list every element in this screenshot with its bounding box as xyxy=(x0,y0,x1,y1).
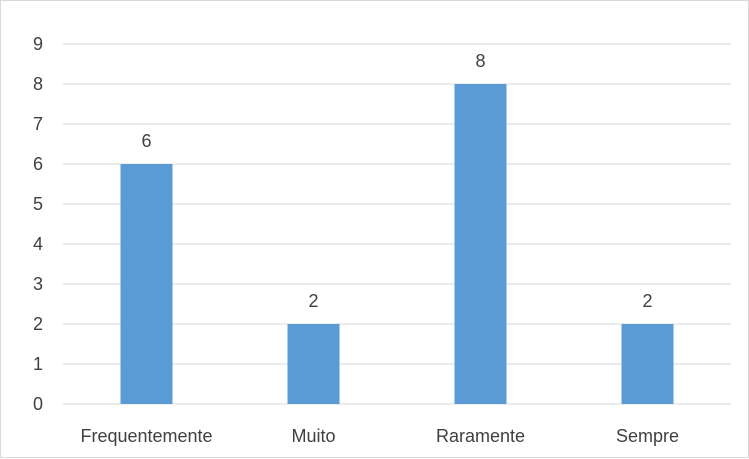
y-tick-label-1: 1 xyxy=(33,354,43,374)
data-labels: 6 2 8 2 xyxy=(141,51,652,311)
y-tick-label-6: 6 xyxy=(33,154,43,174)
y-tick-label-4: 4 xyxy=(33,234,43,254)
x-category-label-raramente: Raramente xyxy=(436,426,525,446)
y-tick-label-3: 3 xyxy=(33,274,43,294)
x-category-label-muito: Muito xyxy=(291,426,335,446)
bar-sempre xyxy=(621,324,674,404)
data-label-frequentemente: 6 xyxy=(141,131,151,151)
x-category-label-sempre: Sempre xyxy=(616,426,679,446)
x-axis-category-labels: Frequentemente Muito Raramente Sempre xyxy=(80,426,679,446)
y-tick-label-9: 9 xyxy=(33,34,43,54)
y-tick-label-2: 2 xyxy=(33,314,43,334)
y-tick-label-0: 0 xyxy=(33,394,43,414)
bar-muito xyxy=(287,324,340,404)
y-tick-label-8: 8 xyxy=(33,74,43,94)
gridlines xyxy=(63,43,731,405)
y-tick-label-5: 5 xyxy=(33,194,43,214)
data-label-muito: 2 xyxy=(308,291,318,311)
bar-raramente xyxy=(454,84,507,404)
x-category-label-frequentemente: Frequentemente xyxy=(80,426,212,446)
data-label-sempre: 2 xyxy=(642,291,652,311)
data-label-raramente: 8 xyxy=(475,51,485,71)
bars xyxy=(120,84,674,404)
bar-frequentemente xyxy=(120,164,173,404)
y-axis-tick-labels: 0 1 2 3 4 5 6 7 8 9 xyxy=(33,34,43,414)
y-tick-label-7: 7 xyxy=(33,114,43,134)
